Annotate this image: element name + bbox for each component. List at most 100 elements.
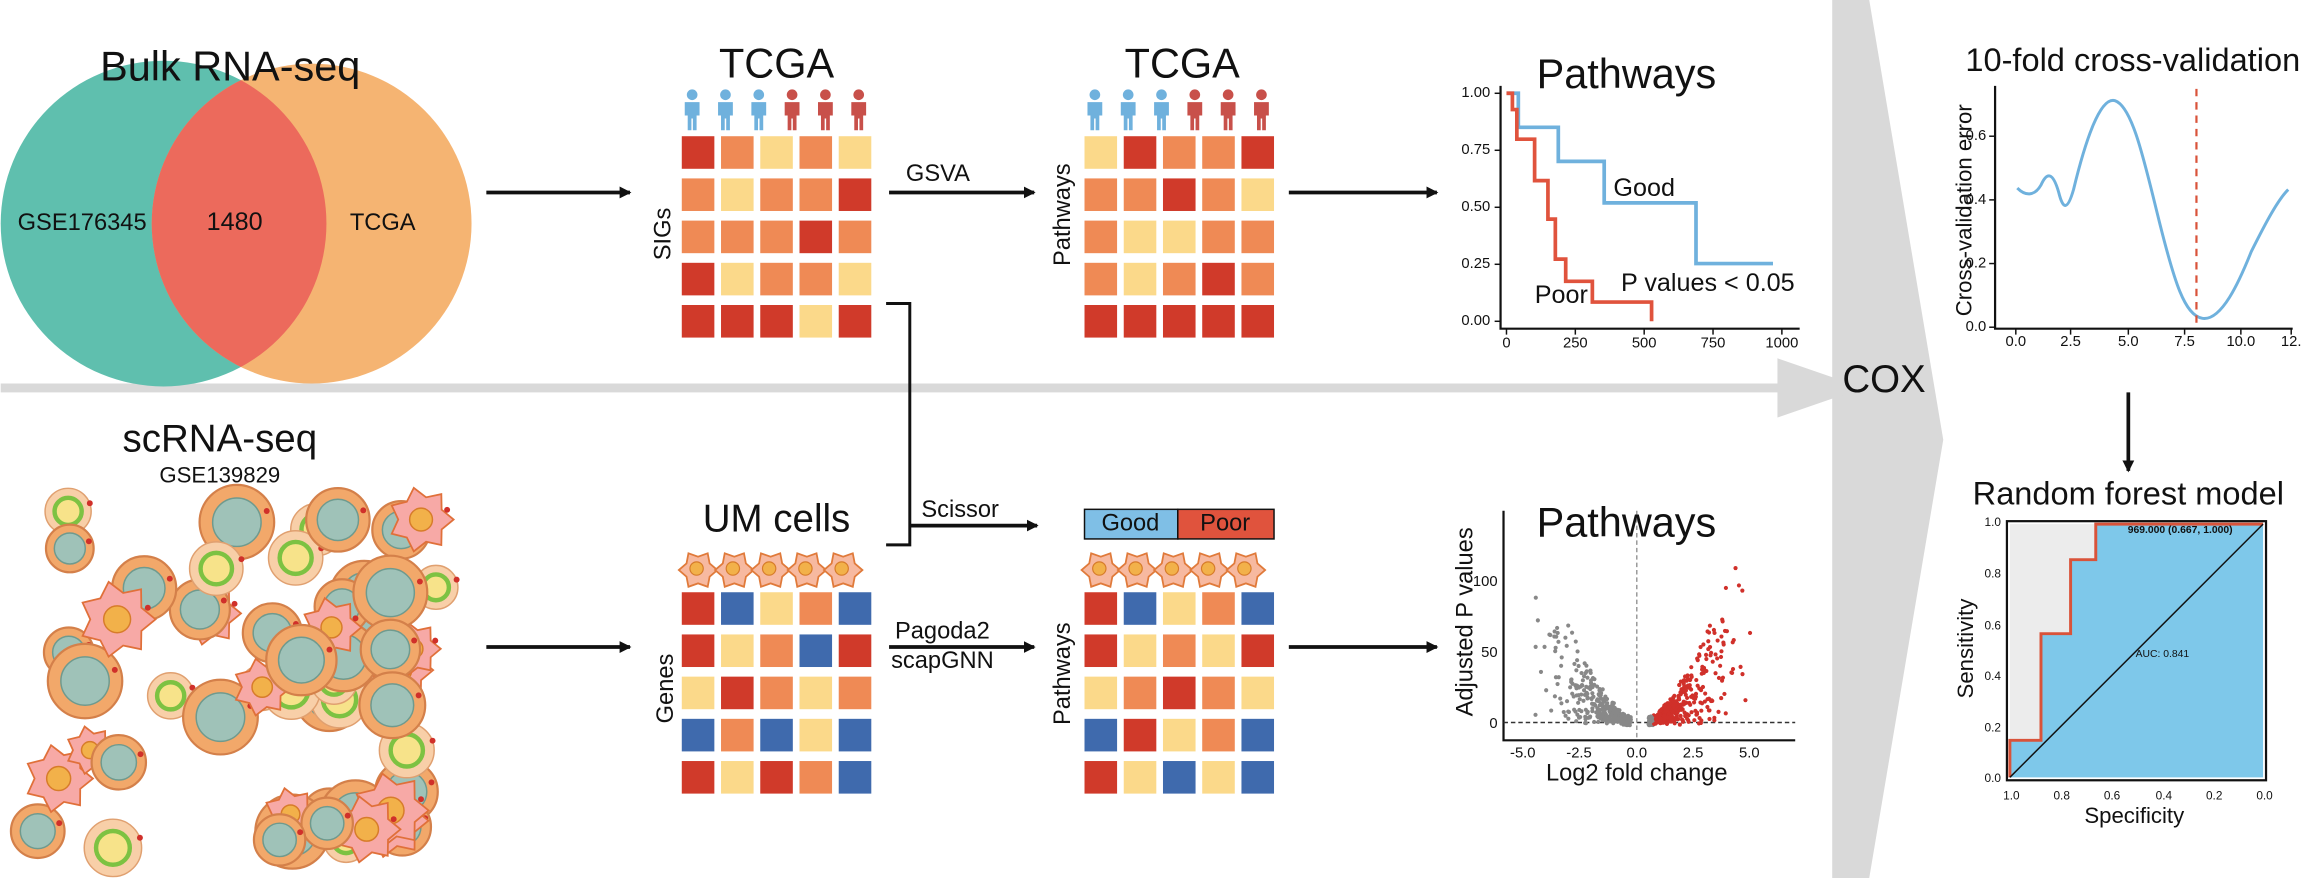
x-tick-label: 12.	[2281, 334, 2302, 350]
heatmap-cell	[1123, 676, 1157, 710]
volcano-point	[1702, 699, 1707, 704]
volcano-point	[1627, 715, 1632, 720]
group-box-poor	[1177, 508, 1275, 540]
cell-nucleus	[262, 822, 298, 858]
volcano-point	[1581, 674, 1587, 679]
heatmap-cell	[1123, 220, 1157, 254]
volcano-point	[1590, 676, 1596, 681]
heatmap-cell	[760, 718, 793, 752]
volcano-point	[1677, 722, 1682, 727]
cell-dot	[453, 576, 460, 583]
volcano-point	[1621, 716, 1626, 722]
heatmap-cell	[1123, 136, 1157, 169]
heatmap-cell	[799, 676, 833, 710]
heatmap-cell	[838, 262, 872, 296]
volcano-point	[1572, 707, 1577, 712]
volcano-point	[1574, 668, 1579, 673]
x-tick-label: 0.0	[2256, 789, 2273, 803]
person-icon-head	[720, 89, 731, 101]
volcano-point	[1693, 691, 1699, 696]
volcano-point	[1682, 674, 1688, 679]
volcano-point	[1685, 695, 1690, 701]
heatmap-cell	[1202, 305, 1235, 338]
cell-dot	[136, 834, 143, 841]
venn-right-label: TCGA	[350, 210, 416, 236]
volcano-point	[1590, 691, 1595, 696]
volcano-point	[1558, 696, 1563, 701]
person-icon-body	[684, 102, 700, 131]
volcano-point	[1604, 718, 1609, 723]
y-tick-label: 0.4	[1966, 192, 1987, 208]
heatmap-cell	[838, 178, 872, 211]
volcano-point	[1743, 698, 1748, 703]
volcano-point	[1662, 713, 1667, 718]
cell-dot	[238, 556, 245, 563]
volcano-point	[1697, 716, 1702, 721]
volcano-point	[1689, 673, 1694, 678]
cell-dot	[415, 692, 422, 699]
volcano-point	[1699, 708, 1704, 713]
volcano-point	[1604, 702, 1609, 708]
cell-dot	[189, 684, 196, 691]
y-tick-label: 0.75	[1461, 142, 1490, 158]
cell-icon-nucleus	[798, 561, 813, 576]
volcano-point	[1574, 719, 1579, 724]
x-tick-label: 0.4	[2156, 789, 2173, 803]
volcano-point	[1674, 717, 1680, 722]
volcano-point	[1576, 715, 1582, 720]
heatmap-cell	[1241, 676, 1275, 710]
person-icon-head	[1089, 89, 1101, 101]
cell-dot	[344, 812, 351, 819]
volcano-point	[1671, 704, 1676, 709]
volcano-point	[1555, 681, 1560, 687]
volcano-point	[1677, 697, 1682, 702]
group-label: Good	[1101, 510, 1159, 536]
heatmap-cell	[760, 634, 793, 668]
volcano-point	[1598, 716, 1603, 721]
cell-nucleus	[370, 683, 415, 728]
heatmap-cell	[799, 634, 833, 668]
heatmap-cell	[838, 136, 872, 169]
roc-diagonal	[2009, 523, 2264, 778]
heatmap-cell	[760, 305, 793, 338]
volcano-point	[1581, 688, 1587, 693]
volcano-point	[1598, 693, 1603, 698]
heatmap-cell	[799, 136, 833, 169]
volcano-point	[1675, 710, 1680, 716]
cell-dot	[428, 779, 435, 786]
volcano-point	[1600, 712, 1605, 717]
person-icon-head	[820, 89, 831, 101]
volcano-point	[1695, 683, 1700, 688]
x-tick-label: 0.8	[2053, 789, 2070, 803]
cell-nucleus	[251, 676, 274, 699]
volcano-point	[1670, 696, 1676, 701]
heatmap-cell	[1123, 178, 1157, 211]
heatmap-cell	[721, 634, 754, 668]
volcano-point	[1720, 675, 1726, 680]
volcano-point	[1658, 708, 1663, 713]
x-tick-label: 0.2	[2206, 789, 2222, 803]
cell-nucleus	[309, 805, 345, 841]
y-tick-label: 1.0	[1985, 515, 2002, 529]
volcano-point	[1584, 669, 1589, 674]
volcano-point	[1585, 696, 1590, 701]
grey-chevron	[1832, 0, 1944, 878]
heatmap-ylabel: Genes	[653, 654, 679, 724]
volcano-point	[1684, 678, 1689, 683]
heatmap-cell	[1162, 592, 1196, 625]
heatmap-cell	[1123, 305, 1157, 338]
venn-overlap-label: 1480	[207, 208, 263, 236]
volcano-point	[1678, 679, 1683, 684]
cell-nucleus	[45, 765, 72, 792]
cell-nucleus	[19, 813, 56, 850]
volcano-title: Pathways	[1537, 499, 1717, 546]
y-tick-label: 0.50	[1461, 199, 1490, 215]
axis	[1502, 510, 1796, 742]
person-icon-head	[753, 89, 765, 101]
cell-nucleus	[195, 692, 246, 743]
volcano-point	[1564, 699, 1570, 704]
cell-nucleus	[102, 605, 132, 634]
cell-dot	[352, 615, 359, 622]
volcano-point	[1703, 652, 1709, 657]
heatmap-cell	[681, 676, 715, 710]
